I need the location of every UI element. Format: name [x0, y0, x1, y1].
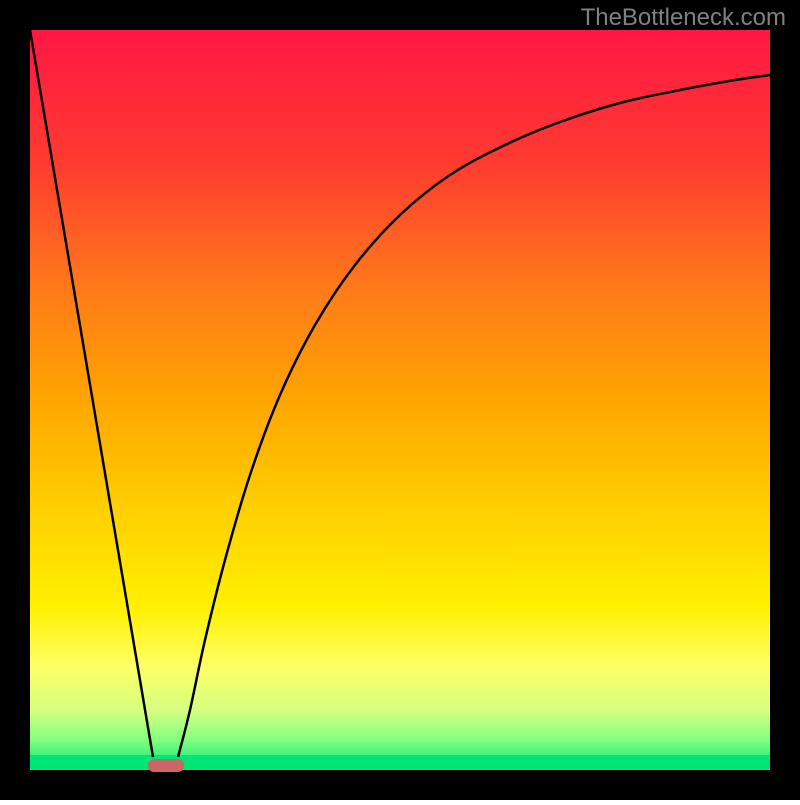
green-band: [30, 755, 770, 770]
watermark-text: TheBottleneck.com: [581, 4, 786, 32]
chart-svg: [0, 0, 800, 800]
gradient-background: [30, 30, 770, 770]
bottleneck-chart: TheBottleneck.com: [0, 0, 800, 800]
optimal-marker: [148, 759, 184, 772]
